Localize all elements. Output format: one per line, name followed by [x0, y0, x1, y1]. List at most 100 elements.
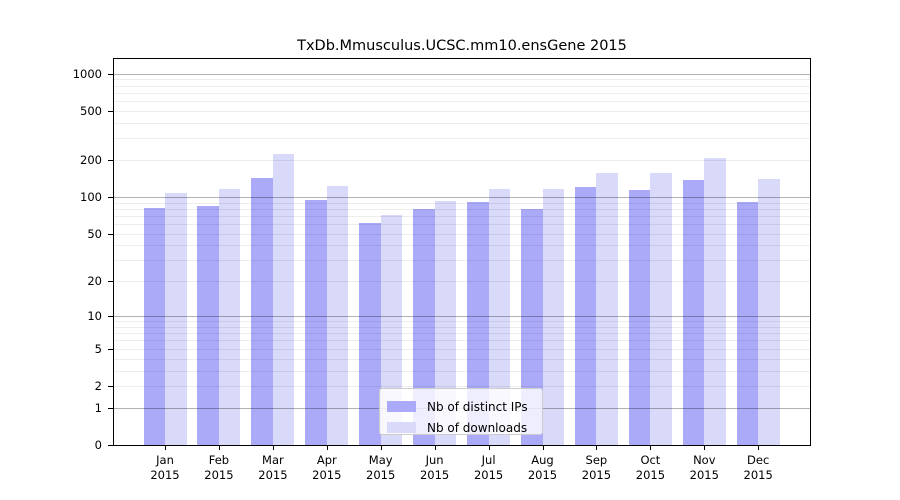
bar-nb-of-distinct-ips — [251, 178, 273, 445]
gridline-minor — [114, 333, 810, 335]
gridline-minor — [114, 260, 810, 262]
x-tick-label: Jul 2015 — [461, 453, 517, 483]
x-tick-label: Nov 2015 — [676, 453, 732, 483]
bar-nb-of-downloads — [488, 188, 511, 445]
legend-label: Nb of downloads — [427, 420, 528, 435]
bar-nb-of-downloads — [758, 178, 780, 445]
x-tick-label: Aug 2015 — [515, 453, 571, 483]
legend: Nb of distinct IPs Nb of downloads — [379, 388, 543, 435]
y-tick-mark — [108, 407, 113, 409]
x-tick-mark — [542, 445, 544, 450]
legend-item: Nb of downloads — [387, 417, 534, 438]
x-tick-label: Jun 2015 — [407, 453, 463, 483]
x-tick-mark — [380, 445, 382, 450]
x-tick-label-line: Jun — [425, 453, 444, 467]
bar-nb-of-downloads — [165, 193, 187, 445]
y-tick-label: 1000 — [72, 66, 102, 81]
bar-nb-of-distinct-ips — [682, 180, 705, 445]
legend-swatch-nb-of-downloads — [387, 422, 416, 433]
y-tick-label: 5 — [94, 341, 102, 356]
x-tick-label-line: 2015 — [581, 468, 612, 482]
x-tick-label-line: 2015 — [743, 468, 773, 482]
x-tick-mark — [434, 445, 436, 450]
gridline-minor — [114, 208, 810, 210]
x-tick-mark — [704, 445, 706, 450]
y-tick-mark — [108, 316, 113, 318]
x-tick-mark — [758, 445, 760, 450]
x-tick-label: Sep 2015 — [568, 453, 624, 483]
x-tick-mark — [596, 445, 598, 450]
y-tick-label: 100 — [80, 189, 102, 204]
legend-swatch-nb-of-distinct-ips — [387, 401, 416, 412]
gridline-minor — [114, 122, 810, 124]
bar-nb-of-distinct-ips — [413, 209, 435, 445]
y-tick-label: 2 — [94, 378, 102, 393]
gridline-major — [114, 316, 810, 318]
x-tick-label-line: May — [368, 453, 393, 467]
gridline-major — [114, 196, 810, 198]
x-tick-label: Apr 2015 — [299, 453, 355, 483]
bar-nb-of-downloads — [380, 215, 403, 445]
x-tick-label-line: Jul — [481, 453, 496, 467]
x-tick-label-line: 2015 — [419, 468, 450, 482]
gridline-minor — [114, 385, 810, 387]
x-tick-label: Feb 2015 — [191, 453, 247, 483]
x-tick-label-line: Apr — [316, 453, 337, 467]
y-tick-mark — [108, 159, 113, 161]
x-tick-label-line: 2015 — [689, 468, 719, 482]
gridline-minor — [114, 202, 810, 204]
x-tick-label: Mar 2015 — [245, 453, 301, 483]
x-tick-label-line: 2015 — [312, 468, 342, 482]
x-tick-label: Oct 2015 — [622, 453, 678, 483]
bar-nb-of-distinct-ips — [359, 223, 381, 445]
y-tick-label: 1 — [94, 400, 102, 415]
x-tick-label-line: Sep — [585, 453, 608, 467]
gridline-minor — [114, 358, 810, 360]
x-tick-label-line: Mar — [262, 453, 284, 467]
x-tick-label-line: 2015 — [527, 468, 558, 482]
y-tick-mark — [108, 73, 113, 75]
y-tick-label: 10 — [87, 309, 102, 324]
bar-nb-of-distinct-ips — [143, 208, 165, 445]
bar-nb-of-downloads — [218, 188, 241, 445]
x-tick-label: Dec 2015 — [730, 453, 786, 483]
x-tick-label-line: 2015 — [366, 468, 396, 482]
x-tick-mark — [165, 445, 166, 450]
gridline-minor — [114, 370, 810, 372]
x-tick-label: May 2015 — [353, 453, 409, 483]
legend-item: Nb of distinct IPs — [387, 396, 534, 417]
x-tick-label-line: 2015 — [258, 468, 288, 482]
gridline-minor — [114, 79, 810, 81]
x-tick-label-line: Nov — [693, 453, 716, 467]
y-tick-label: 200 — [80, 152, 102, 167]
bar-nb-of-distinct-ips — [628, 189, 651, 445]
bar-nb-of-distinct-ips — [467, 202, 489, 445]
bar-nb-of-distinct-ips — [574, 187, 597, 445]
x-tick-mark — [650, 445, 652, 450]
y-tick-mark — [108, 233, 113, 235]
gridline-minor — [114, 138, 810, 140]
bar-nb-of-downloads — [704, 158, 726, 445]
gridline-minor — [114, 215, 810, 217]
x-tick-label: Jan 2015 — [137, 453, 193, 483]
x-tick-mark — [218, 445, 220, 450]
y-tick-mark — [108, 196, 113, 198]
gridline-minor — [114, 321, 810, 323]
x-tick-label-line: 2015 — [473, 468, 504, 482]
gridline-minor — [114, 233, 810, 235]
y-tick-label: 500 — [80, 103, 102, 118]
y-tick-label: 20 — [87, 274, 102, 289]
plot-area: 0 1 2 5 10 20 50 100 200 500 1000 Jan 2015 Feb 2015 Mar… — [73, 58, 811, 482]
gridline-minor — [114, 326, 810, 328]
y-tick-mark — [108, 110, 113, 112]
gridline-minor — [114, 101, 810, 102]
bar-nb-of-downloads — [596, 172, 618, 445]
gridline-minor — [114, 92, 810, 94]
x-tick-mark — [272, 445, 274, 450]
gridline-minor — [114, 110, 810, 112]
bar-nb-of-distinct-ips — [305, 199, 327, 445]
y-tick-mark — [108, 281, 113, 283]
y-tick-mark — [108, 348, 113, 350]
gridline-minor — [114, 224, 810, 225]
